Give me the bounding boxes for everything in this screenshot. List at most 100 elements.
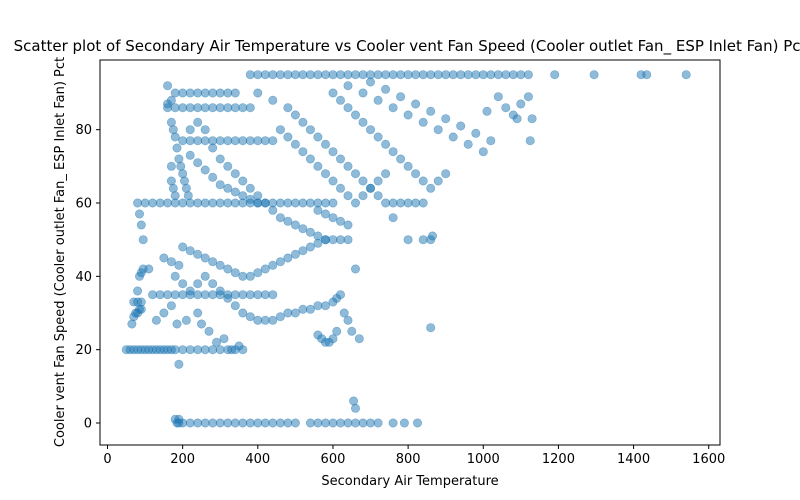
data-point: [350, 264, 360, 274]
data-point: [350, 110, 360, 120]
data-point: [350, 403, 360, 413]
data-point: [275, 312, 285, 322]
data-point: [260, 136, 270, 146]
data-point: [275, 125, 285, 135]
data-point: [343, 70, 353, 80]
data-point: [178, 279, 188, 289]
data-point: [215, 136, 225, 146]
data-point: [501, 103, 511, 113]
data-point: [328, 70, 338, 80]
data-point: [388, 213, 398, 223]
data-point: [185, 286, 195, 296]
data-point: [320, 139, 330, 149]
data-point: [260, 70, 270, 80]
data-point: [388, 103, 398, 113]
data-point: [486, 136, 496, 146]
data-point: [170, 191, 180, 201]
data-point: [403, 110, 413, 120]
data-point: [335, 70, 345, 80]
data-point: [313, 132, 323, 142]
data-point: [493, 92, 503, 102]
data-point: [418, 70, 428, 80]
x-tick-label: 1200: [542, 452, 575, 467]
data-point: [253, 70, 263, 80]
data-point: [471, 128, 481, 138]
data-point: [178, 242, 188, 252]
data-point: [426, 106, 436, 116]
data-point: [433, 176, 443, 186]
x-tick-label: 1000: [467, 452, 500, 467]
y-axis-ticks: 0 20 40 60 80: [75, 123, 100, 432]
data-point: [335, 183, 345, 193]
data-point: [193, 249, 203, 259]
data-point: [388, 147, 398, 157]
data-point: [332, 326, 342, 336]
data-point: [253, 136, 263, 146]
data-point: [525, 136, 535, 146]
x-tick-label: 400: [245, 452, 270, 467]
data-point: [268, 205, 278, 215]
data-point: [448, 70, 458, 80]
x-tick-label: 1400: [617, 452, 650, 467]
chart-title: Scatter plot of Secondary Air Temperatur…: [14, 37, 800, 56]
data-point: [290, 249, 300, 259]
data-point: [411, 198, 421, 208]
data-point: [223, 183, 233, 193]
data-point: [223, 103, 233, 113]
data-point: [283, 198, 293, 208]
data-point: [208, 88, 218, 98]
data-point: [200, 290, 210, 300]
data-point: [245, 103, 255, 113]
data-point: [396, 198, 406, 208]
data-point: [200, 271, 210, 281]
data-point: [253, 315, 263, 325]
data-point: [170, 345, 180, 355]
data-point: [305, 198, 315, 208]
data-point: [305, 304, 315, 314]
data-point: [253, 88, 263, 98]
data-point: [275, 70, 285, 80]
data-point: [313, 301, 323, 311]
data-point: [268, 136, 278, 146]
data-point: [140, 198, 150, 208]
data-point: [328, 418, 338, 428]
data-point: [163, 81, 173, 91]
y-axis-title: Cooler vent Fan Speed (Cooler outlet Fan…: [53, 57, 68, 447]
data-point: [238, 290, 248, 300]
data-point: [343, 161, 353, 171]
data-point: [268, 418, 278, 428]
data-point: [178, 136, 188, 146]
data-point: [260, 418, 270, 428]
data-point: [245, 271, 255, 281]
data-point: [290, 220, 300, 230]
data-point: [313, 418, 323, 428]
data-point: [589, 70, 599, 80]
data-point: [133, 286, 143, 296]
data-point: [166, 117, 176, 127]
data-point: [163, 290, 173, 300]
data-point: [168, 183, 178, 193]
data-point: [245, 183, 255, 193]
data-point: [151, 315, 161, 325]
data-point: [493, 70, 503, 80]
data-point: [328, 213, 338, 223]
data-point: [148, 198, 158, 208]
data-point: [245, 194, 255, 204]
data-point: [268, 315, 278, 325]
data-point: [320, 301, 330, 311]
data-point: [245, 70, 255, 80]
data-point: [290, 110, 300, 120]
data-point: [245, 312, 255, 322]
data-point: [290, 198, 300, 208]
data-point: [208, 257, 218, 267]
data-point: [260, 290, 270, 300]
data-point: [193, 279, 203, 289]
data-point: [166, 95, 176, 105]
data-point: [283, 418, 293, 428]
data-point: [298, 198, 308, 208]
data-point: [178, 198, 188, 208]
data-point: [238, 136, 248, 146]
data-point: [426, 70, 436, 80]
data-point: [320, 198, 330, 208]
